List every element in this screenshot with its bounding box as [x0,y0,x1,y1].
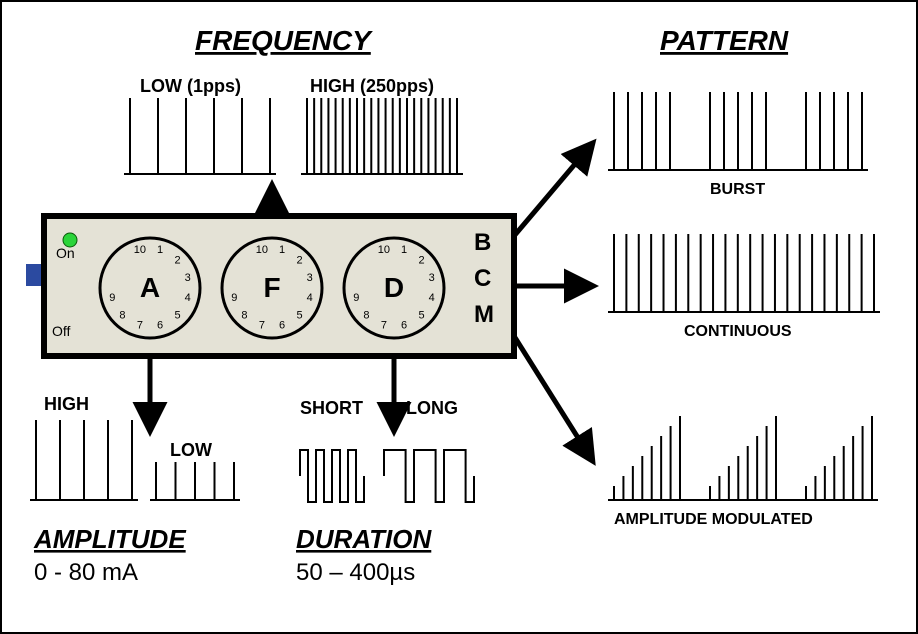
svg-text:6: 6 [401,320,407,332]
duration-long-label: LONG [406,398,458,418]
svg-text:2: 2 [175,254,181,266]
frequency-title: FREQUENCY [195,25,373,56]
svg-text:1: 1 [401,244,407,256]
svg-text:6: 6 [279,320,285,332]
svg-text:C: C [474,265,491,292]
svg-text:1: 1 [279,244,285,256]
pattern-ampmod-label: AMPLITUDE MODULATED [614,511,813,528]
svg-text:7: 7 [137,320,143,332]
svg-text:3: 3 [307,272,313,284]
svg-text:9: 9 [109,292,115,304]
svg-text:9: 9 [231,292,237,304]
svg-text:A: A [140,272,160,303]
svg-text:1: 1 [157,244,163,256]
svg-text:10: 10 [134,244,146,256]
svg-text:8: 8 [241,309,247,321]
svg-text:4: 4 [429,292,435,304]
svg-text:Off: Off [52,323,71,339]
tens-device: OnOff10123456789A10123456789F10123456789… [44,216,514,356]
svg-text:3: 3 [185,272,191,284]
svg-text:4: 4 [185,292,191,304]
svg-text:On: On [56,245,75,261]
svg-text:8: 8 [119,309,125,321]
svg-text:10: 10 [378,244,390,256]
freq-low-label: LOW (1pps) [140,76,241,96]
duration-title: DURATION [296,524,433,554]
pattern-title: PATTERN [660,25,789,56]
svg-text:M: M [474,301,494,328]
svg-text:B: B [474,229,491,256]
svg-text:7: 7 [381,320,387,332]
svg-text:5: 5 [419,309,425,321]
svg-text:2: 2 [419,254,425,266]
amplitude-title: AMPLITUDE [33,524,186,554]
amplitude-range: 0 - 80 mA [34,559,138,586]
svg-text:5: 5 [297,309,303,321]
svg-text:5: 5 [175,309,181,321]
amplitude-high-label: HIGH [44,394,89,414]
amplitude-low-label: LOW [170,440,212,460]
svg-text:2: 2 [297,254,303,266]
svg-text:7: 7 [259,320,265,332]
duration-range: 50 – 400µs [296,559,415,586]
pattern-burst-label: BURST [710,181,765,198]
pattern-continuous-label: CONTINUOUS [684,323,792,340]
svg-text:3: 3 [429,272,435,284]
svg-text:D: D [384,272,404,303]
svg-text:4: 4 [307,292,313,304]
svg-text:8: 8 [363,309,369,321]
svg-text:F: F [263,272,280,303]
freq-high-label: HIGH (250pps) [310,76,434,96]
duration-short-label: SHORT [300,398,363,418]
svg-text:10: 10 [256,244,268,256]
svg-text:9: 9 [353,292,359,304]
svg-text:6: 6 [157,320,163,332]
